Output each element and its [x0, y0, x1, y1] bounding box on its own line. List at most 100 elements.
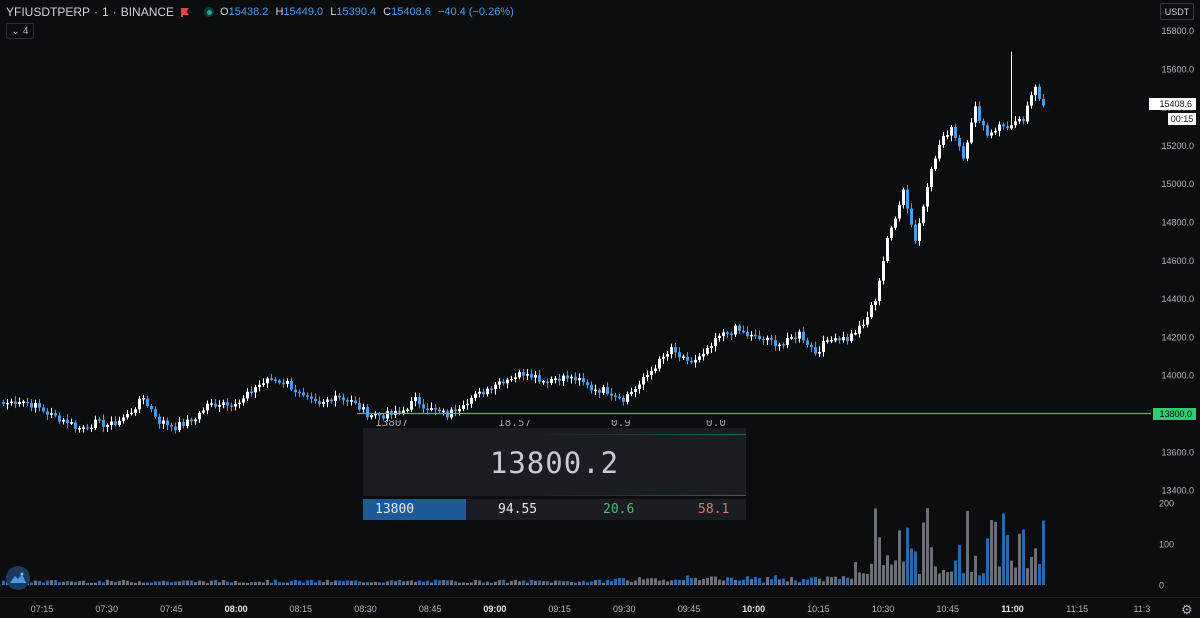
candle-body [6, 402, 9, 405]
candle-body [22, 401, 25, 403]
candle-body [1018, 118, 1021, 122]
candle-body [70, 422, 73, 424]
candle-body [746, 331, 749, 336]
candle-body [798, 331, 801, 339]
time-tick-label: 09:45 [678, 604, 701, 614]
volume-bar [806, 579, 809, 585]
volume-bar [602, 582, 605, 585]
volume-bar [422, 581, 425, 585]
time-tick-label: 11:15 [1066, 604, 1088, 614]
candle-body [978, 106, 981, 121]
gear-icon[interactable]: ⚙ [1181, 602, 1193, 617]
volume-bar [406, 580, 409, 585]
open-label: O [220, 6, 229, 18]
last-price-label: 15408.6 [1149, 98, 1196, 110]
time-tick-label: 08:15 [290, 604, 313, 614]
candle-body [58, 415, 61, 422]
candle-body [986, 125, 989, 136]
candle-body [698, 356, 701, 360]
volume-bar [230, 582, 233, 585]
volume-bar [706, 577, 709, 585]
volume-bar [794, 580, 797, 585]
candle-body [126, 414, 129, 418]
price-tick-label: 14400.0 [1161, 294, 1194, 304]
candle-body [586, 382, 589, 386]
volume-bar [286, 582, 289, 585]
volume-bar [442, 579, 445, 585]
volume-bar [1010, 560, 1013, 585]
candle-body [386, 411, 389, 419]
volume-bar [722, 580, 725, 585]
volume-bar [282, 582, 285, 585]
candle-body [102, 419, 105, 427]
candle-body [350, 400, 353, 402]
candle-body [326, 399, 329, 402]
symbol-name[interactable]: YFIUSDTPERP [6, 5, 91, 19]
candle-body [670, 347, 673, 355]
volume-bar [362, 582, 365, 585]
volume-bar [474, 579, 477, 585]
volume-bar [234, 581, 237, 585]
volume-bar [826, 576, 829, 585]
candle-body [354, 400, 357, 404]
candle-body [374, 413, 377, 416]
candle-body [106, 424, 109, 427]
candle-body [454, 409, 457, 412]
volume-bar [134, 582, 137, 585]
currency-badge[interactable]: USDT [1160, 3, 1194, 20]
indicators-toggle[interactable]: ⌄ 4 [6, 23, 34, 39]
volume-bar [778, 579, 781, 585]
candle-body [1026, 105, 1029, 122]
candle-body [526, 373, 529, 376]
candle-body [238, 402, 241, 405]
candle-body [642, 376, 645, 385]
volume-bar [138, 581, 141, 585]
volume-bar [518, 581, 521, 585]
volume-bar [38, 580, 41, 585]
interval-value[interactable]: 1 [102, 5, 109, 19]
candle-body [782, 344, 785, 346]
volume-bar [786, 581, 789, 585]
candle-body [774, 339, 777, 347]
volume-bar [838, 579, 841, 585]
volume-bar [250, 582, 253, 585]
volume-bar [494, 581, 497, 585]
volume-bar [682, 580, 685, 585]
row-price: 13800 [375, 502, 415, 517]
volume-bar [210, 580, 213, 585]
volume-bar [686, 575, 689, 585]
high-label: H [275, 6, 284, 18]
volume-bar [510, 581, 513, 585]
candle-body [442, 410, 445, 413]
candle-body [622, 397, 625, 402]
candle-body [958, 137, 961, 147]
volume-bar [62, 581, 65, 585]
volume-bar [418, 580, 421, 585]
candle-body [946, 135, 949, 137]
volume-bar [718, 579, 721, 585]
time-axis: 07:15 07:30 07:45 08:00 08:15 08:30 08:45 09:00… [0, 597, 1200, 614]
candle-body [1010, 125, 1013, 129]
candle-body [1014, 121, 1017, 126]
volume-bar [90, 582, 93, 585]
candle-body [914, 224, 917, 242]
flag-icon[interactable] [180, 7, 190, 17]
candle-body [830, 339, 833, 342]
volume-bar [754, 576, 757, 585]
candle-body [818, 352, 821, 354]
market-status-icon[interactable] [204, 7, 215, 17]
volume-bar [598, 579, 601, 585]
candle-body [478, 391, 481, 394]
volume-bar [98, 580, 101, 585]
volume-bar [366, 582, 369, 585]
tradingview-logo-icon[interactable] [6, 566, 30, 590]
order-book-row[interactable]: 13800 94.55 20.6 58.1 [363, 499, 746, 520]
candle-body [870, 305, 873, 318]
volume-bar [570, 581, 573, 585]
volume-bar [966, 510, 969, 585]
volume-bar [326, 579, 329, 585]
volume-bar [426, 580, 429, 585]
candle-body [730, 333, 733, 335]
volume-bar [46, 580, 49, 585]
